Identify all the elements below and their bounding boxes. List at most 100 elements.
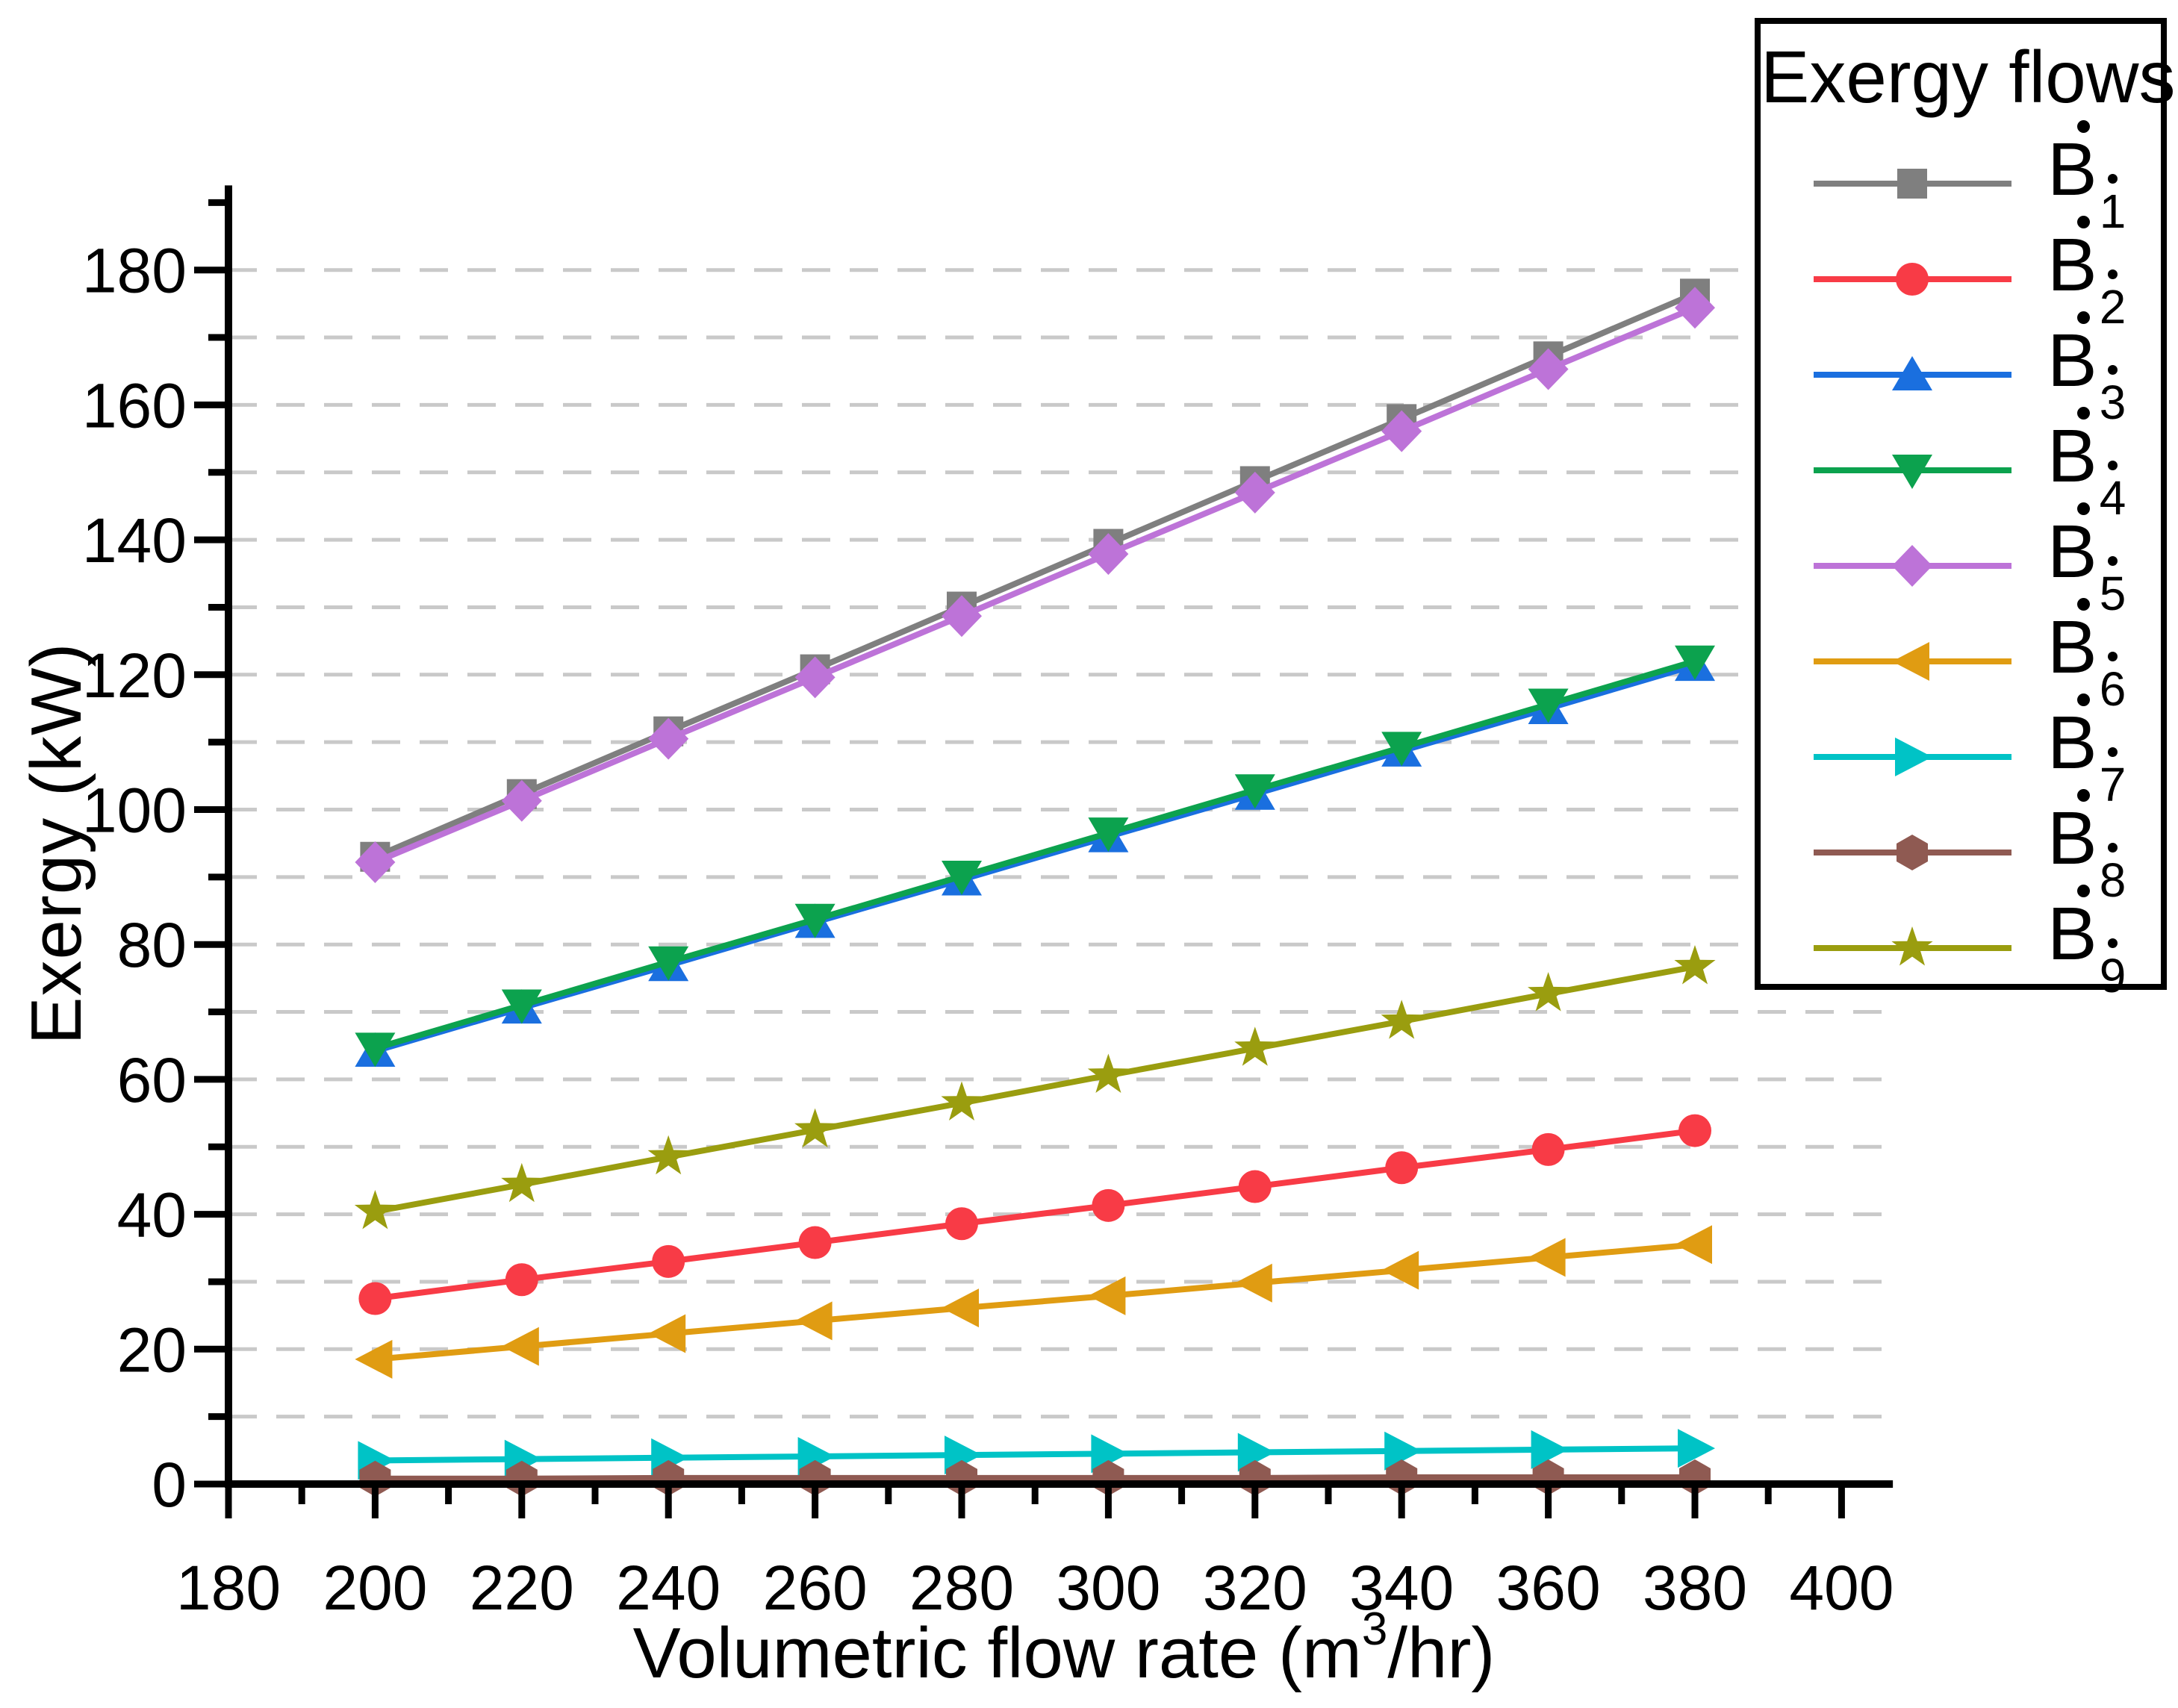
legend-sample-B8 xyxy=(1814,835,2011,870)
legend-label-subscript-B4: 4 xyxy=(2100,461,2126,522)
x-tick-label-260: 260 xyxy=(763,1553,868,1623)
overdot-icon xyxy=(2077,598,2091,611)
subscript-overdot-icon xyxy=(2108,747,2118,757)
y-tick-label-60: 60 xyxy=(117,1045,187,1115)
series-B9-marker-360 xyxy=(1528,972,1569,1012)
series-B6-marker-380 xyxy=(1675,1225,1712,1265)
series-B9-line xyxy=(374,964,1696,1215)
legend-label-subscript-B1: 1 xyxy=(2100,174,2126,235)
series-B5 xyxy=(355,287,1715,883)
legend-triangle-down-marker-B4 xyxy=(1892,455,1932,489)
legend-label-sub-digit-B9: 9 xyxy=(2099,949,2126,1003)
series-B6-marker-340 xyxy=(1381,1250,1419,1290)
series-B9-marker-380 xyxy=(1674,945,1716,985)
series-B8-line xyxy=(375,1474,1695,1482)
legend-title: Exergy flows xyxy=(1761,36,2176,118)
series-B4-line xyxy=(374,658,1696,1052)
y-tick-label-160: 160 xyxy=(82,370,187,440)
series-B4-marker-200 xyxy=(355,1032,396,1068)
series-B9-marker-240 xyxy=(647,1135,689,1175)
overdot-icon xyxy=(2077,789,2091,802)
series-B4-marker-340 xyxy=(1381,732,1422,767)
series-B1-line xyxy=(373,290,1696,860)
series-B7-marker-340 xyxy=(1384,1431,1422,1471)
series-B2-marker-240 xyxy=(652,1244,685,1278)
subscript-overdot-icon xyxy=(2108,843,2118,853)
series-B9-marker-260 xyxy=(794,1108,836,1148)
series-B7-marker-300 xyxy=(1091,1434,1129,1474)
legend-label-base-B3: B xyxy=(2047,311,2097,398)
x-tick-label-280: 280 xyxy=(909,1553,1014,1623)
series-B9-marker-300 xyxy=(1087,1053,1129,1093)
legend-sample-B2 xyxy=(1814,263,2011,296)
legend-label-sub-digit-B4: 4 xyxy=(2099,471,2126,525)
y-tick-label-140: 140 xyxy=(82,505,187,576)
series-B5-marker-320 xyxy=(1234,471,1275,514)
series-B7 xyxy=(358,1429,1715,1480)
legend-label-base-B9: B xyxy=(2047,885,2097,971)
legend-sample-B3 xyxy=(1814,356,2011,390)
legend-sample-B1 xyxy=(1814,169,2011,199)
series-B9-marker-200 xyxy=(354,1189,396,1229)
legend-label-base-B1: B xyxy=(2047,120,2097,207)
legend-label-sub-digit-B8: 8 xyxy=(2099,853,2126,907)
series-B6-marker-280 xyxy=(942,1288,979,1328)
legend-label-sub-digit-B1: 1 xyxy=(2099,184,2126,238)
legend-label-base-B8: B xyxy=(2047,789,2097,876)
series-B2-marker-220 xyxy=(505,1263,538,1297)
subscript-overdot-icon xyxy=(2108,556,2118,566)
series-B9 xyxy=(354,945,1716,1229)
legend-square-marker-B1 xyxy=(1897,169,1927,199)
x-tick-label-360: 360 xyxy=(1496,1553,1601,1623)
legend-label-base-B2: B xyxy=(2047,216,2097,302)
series-B2-marker-360 xyxy=(1531,1132,1565,1166)
x-tick-label-340: 340 xyxy=(1349,1553,1454,1623)
series-B2-marker-300 xyxy=(1092,1188,1125,1222)
x-tick-label-200: 200 xyxy=(323,1553,427,1623)
series-B6-marker-300 xyxy=(1088,1276,1126,1315)
series-B2-marker-320 xyxy=(1238,1170,1272,1203)
series-B4-marker-240 xyxy=(648,946,689,981)
legend-triangle-up-marker-B3 xyxy=(1892,356,1932,390)
series-B4-marker-260 xyxy=(794,903,836,938)
series-B4-marker-300 xyxy=(1088,817,1129,853)
legend-label-subscript-B3: 3 xyxy=(2100,365,2126,426)
legend-sample-B7 xyxy=(1814,738,2011,776)
series-B9-marker-220 xyxy=(501,1162,543,1203)
series-B5-marker-280 xyxy=(942,595,982,638)
series-B5-line xyxy=(373,305,1696,865)
y-tick-label-80: 80 xyxy=(117,910,187,980)
series-B5-marker-340 xyxy=(1381,410,1422,452)
legend-label-sub-digit-B2: 2 xyxy=(2099,280,2126,334)
series-B5-marker-360 xyxy=(1528,348,1569,390)
series-B6-marker-240 xyxy=(648,1314,686,1353)
series-B7-line xyxy=(375,1445,1696,1464)
overdot-icon xyxy=(2077,885,2091,897)
series-B5-marker-300 xyxy=(1088,533,1129,576)
legend-label-base-B5: B xyxy=(2047,502,2097,589)
legend-diamond-marker-B5 xyxy=(1892,545,1932,587)
series-B7-marker-360 xyxy=(1531,1430,1569,1469)
series-B5-marker-240 xyxy=(648,717,689,760)
y-tick-label-180: 180 xyxy=(82,236,187,306)
x-axis-title: Volumetric flow rate (m3/hr) xyxy=(633,1606,1496,1695)
series-B2-marker-380 xyxy=(1678,1114,1711,1147)
y-axis-title: Exergy (kW) xyxy=(16,642,96,1045)
x-axis-title-superscript: 3 xyxy=(1361,1603,1388,1655)
x-tick-label-400: 400 xyxy=(1789,1553,1894,1623)
legend-triangle-left-marker-B6 xyxy=(1892,642,1929,681)
series-B7-marker-380 xyxy=(1678,1429,1715,1468)
series-B6-marker-360 xyxy=(1528,1238,1566,1277)
